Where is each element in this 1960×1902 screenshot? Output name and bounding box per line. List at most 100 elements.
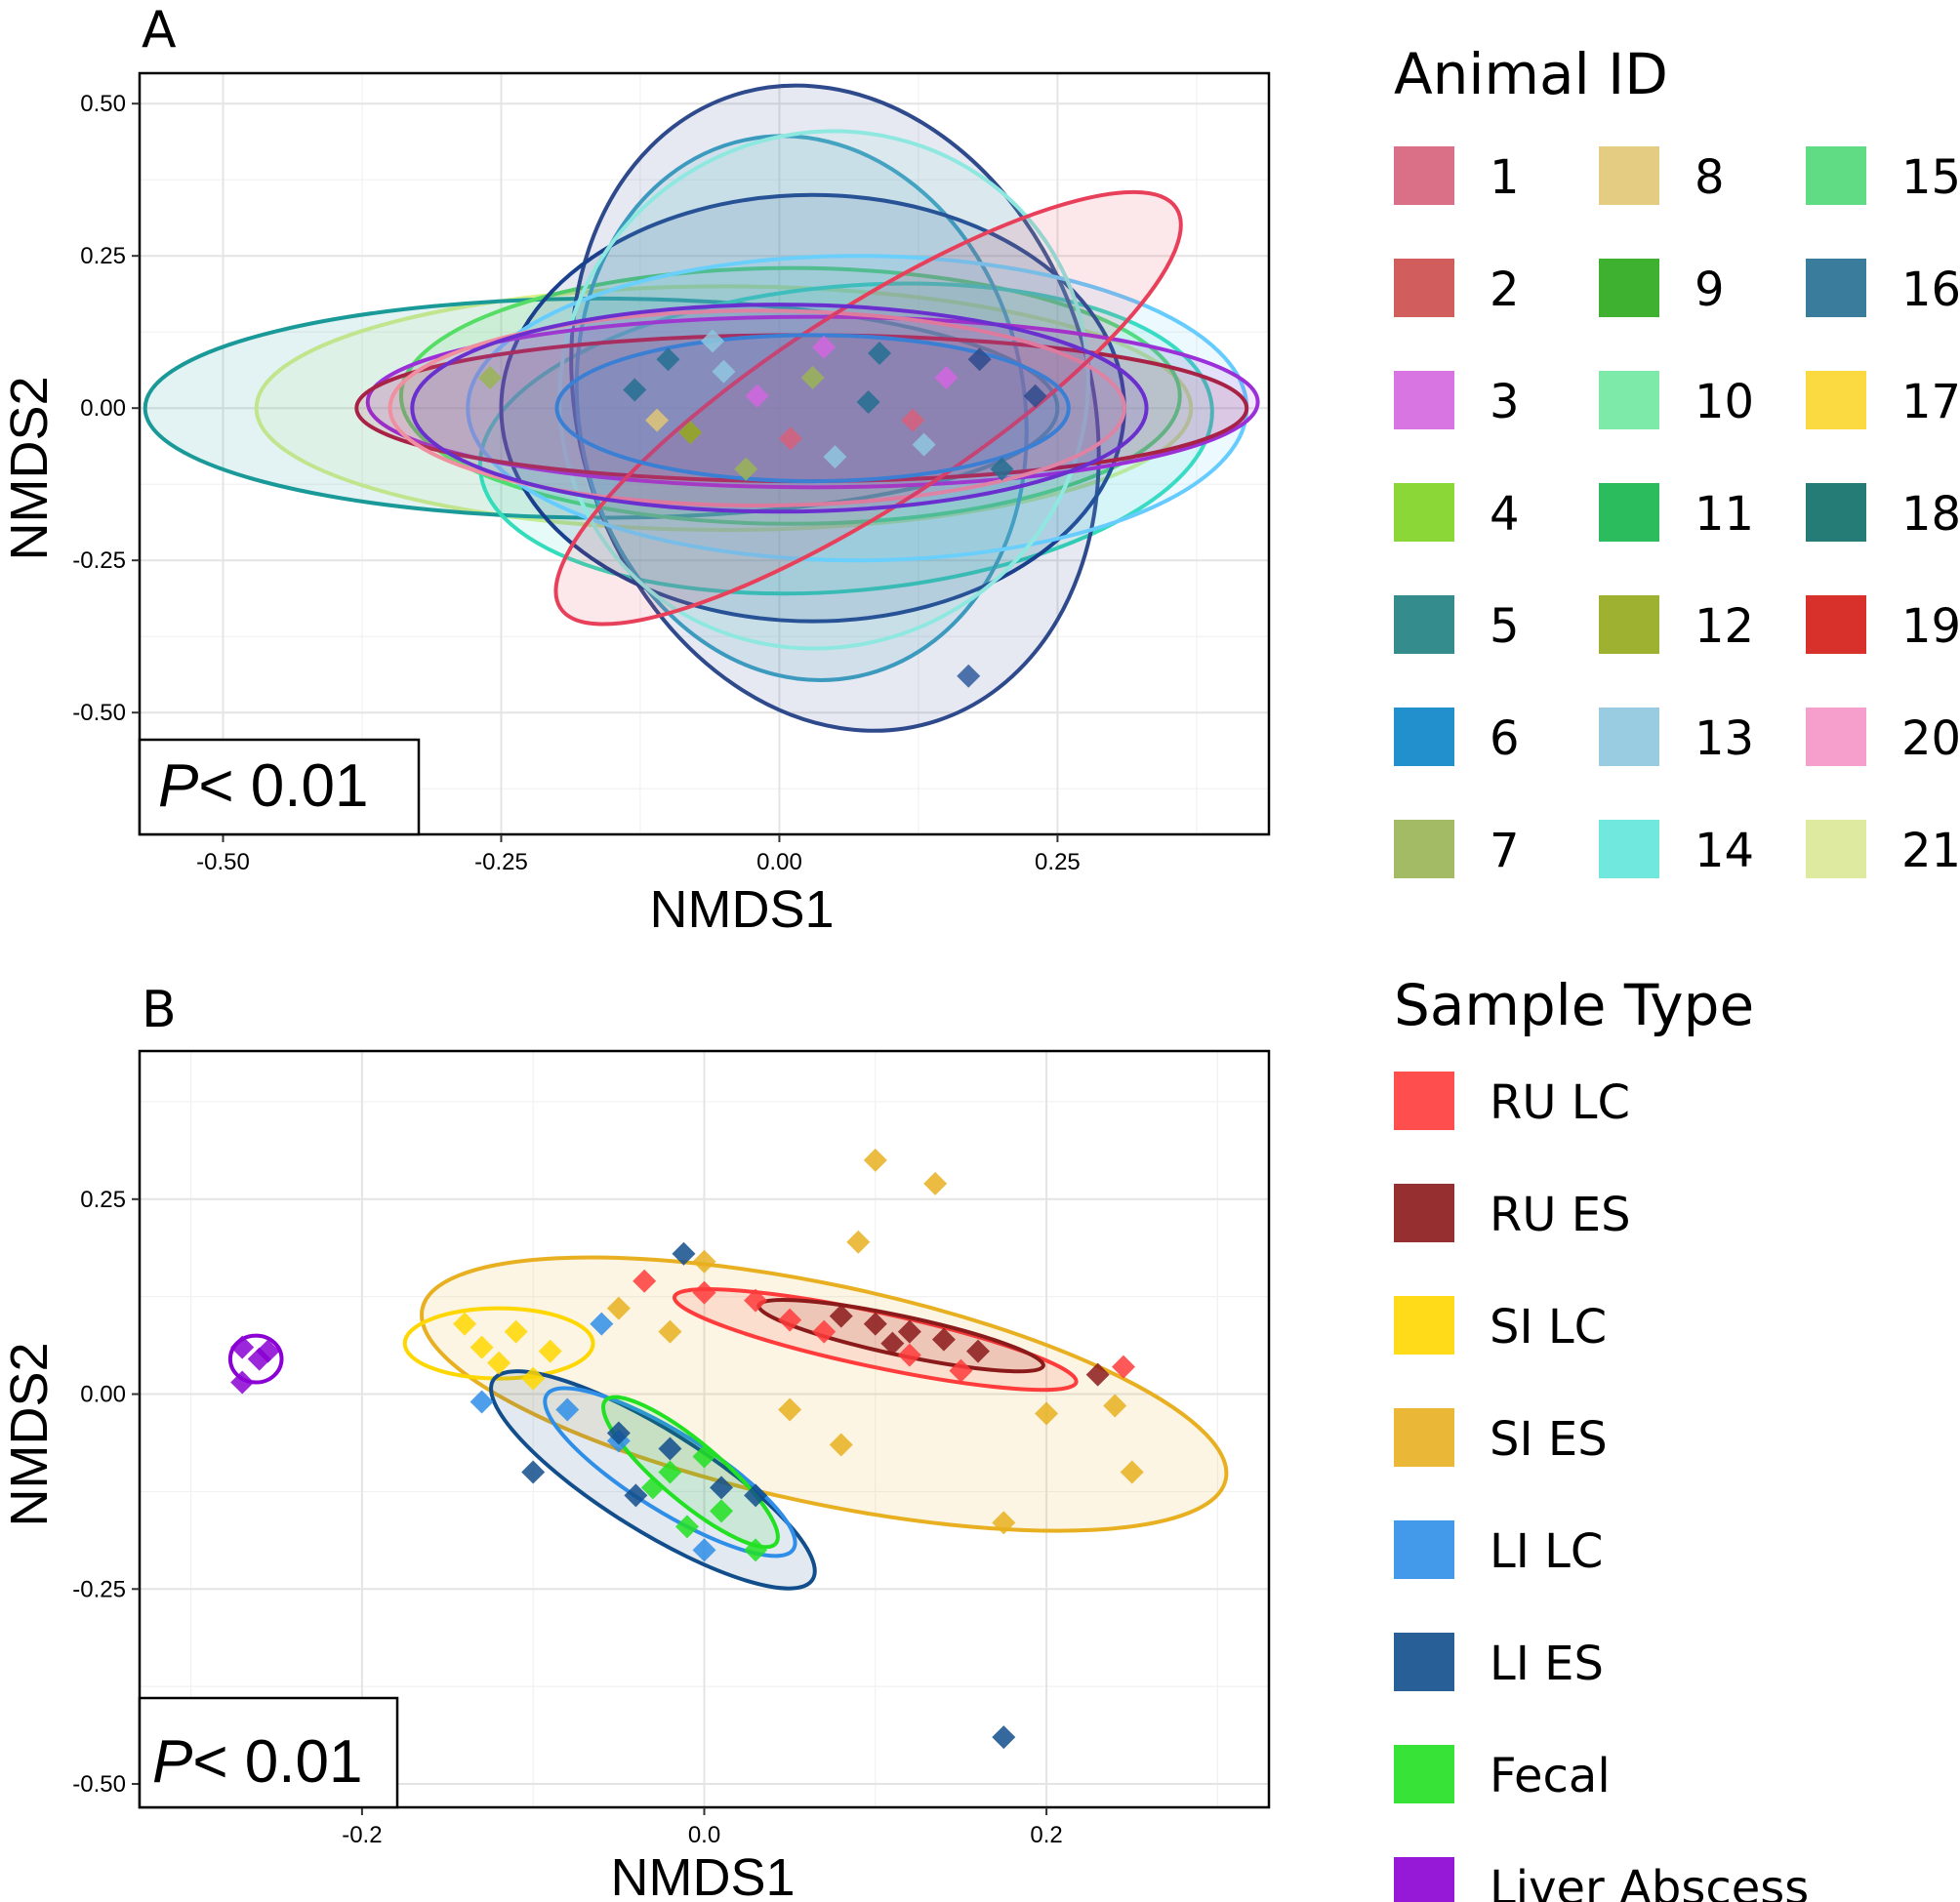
legend-swatch [1394,1072,1454,1130]
data-point [633,1269,657,1293]
data-point [880,1331,905,1356]
y-tick-label: -0.25 [72,1576,126,1602]
data-point [555,1397,580,1422]
plot-area [227,1148,1229,1750]
legend-label: 6 [1490,711,1520,766]
legend-swatch [1806,708,1866,766]
data-point [863,1148,887,1172]
legend-label: 11 [1695,487,1754,542]
legend-label: SI ES [1490,1412,1608,1467]
data-point [1035,1401,1059,1426]
legend-swatch [1599,483,1659,542]
data-point [856,389,880,414]
legend-label: 12 [1695,599,1754,654]
data-point [863,1312,887,1336]
data-point [868,342,892,366]
data-point [957,664,981,688]
legend-label: 13 [1695,711,1754,766]
x-tick-label: 0.00 [756,849,802,875]
legend-item: 7 [1394,820,1520,878]
legend-title-a: Animal ID [1394,41,1668,107]
legend-swatch [1394,259,1454,317]
legend-swatch [1806,146,1866,205]
legend-label: RU LC [1490,1075,1630,1130]
legend-label: Liver Abscess [1490,1861,1809,1902]
plot-area [143,83,1260,733]
y-tick-label: 0.50 [80,91,126,117]
y-tick-label: -0.25 [72,547,126,574]
confidence-ellipse [601,1395,780,1550]
data-point [710,1499,734,1523]
plot-a: -0.50 -0.25 0.00 0.25 0.50 0.25 0.00 -0.25 -0.50 [72,71,1271,875]
data-point [897,1319,921,1344]
legend-swatch [1599,371,1659,429]
data-point [949,1358,973,1383]
confidence-ellipse [410,303,1149,514]
data-point [912,432,936,457]
p-italic-a: P [158,752,198,820]
p-value-b: P< 0.01 [152,1728,362,1796]
data-point [734,457,758,481]
data-point [645,408,670,432]
panel-label-b: B [142,981,177,1039]
data-point [778,1308,802,1332]
legend-swatch [1394,483,1454,542]
data-point [640,1476,665,1500]
legend-item: 6 [1394,708,1520,766]
legend-b: RU LC RU ES SI LC SI ES LI LC LI ES Fecal Liver… [1394,1072,1809,1902]
data-point [1111,1355,1135,1379]
legend-swatch [1394,1184,1454,1242]
data-point [1120,1460,1144,1484]
legend-swatch [1394,1408,1454,1467]
legend-item: 2 [1394,259,1520,317]
legend-item: 9 [1599,259,1725,317]
data-point [590,1312,614,1336]
legend-swatch [1394,1633,1454,1691]
legend-label: LI ES [1490,1637,1604,1691]
data-point [934,366,959,389]
data-point [672,1241,696,1266]
confidence-ellipse [543,1386,797,1558]
legend-label: 3 [1490,375,1520,429]
data-point [967,347,992,372]
legend-item: 5 [1394,595,1520,654]
legend-swatch [1806,595,1866,654]
data-point [624,1483,648,1508]
y-tick-label: 0.00 [80,395,126,422]
data-point [778,1397,802,1422]
data-point [623,378,647,402]
y-axis-title-a: NMDS2 [0,376,59,560]
p-value-box-a: P< 0.01 [138,738,421,836]
data-point [744,1483,768,1508]
data-point [692,1280,716,1305]
data-point [487,1351,511,1375]
legend-item: LI ES [1394,1633,1604,1691]
legend-label: 14 [1695,824,1754,878]
legend-label: 18 [1901,487,1960,542]
panel-label-a: A [142,1,177,60]
legend-label: 21 [1901,824,1960,878]
legend-swatch [1599,595,1659,654]
y-axis-title-b: NMDS2 [0,1342,59,1526]
data-point [1103,1394,1127,1418]
p-italic-b: P [152,1728,192,1796]
confidence-ellipse [554,333,1071,484]
data-point [606,1296,631,1320]
y-tick-label: 0.25 [80,243,126,269]
legend-item: 16 [1806,259,1960,317]
data-point [1085,1362,1110,1387]
legend-swatch [1806,820,1866,878]
x-tick-label: -0.25 [474,849,528,875]
legend-title-b: Sample Type [1394,972,1754,1038]
legend-swatch [1599,708,1659,766]
data-point [846,1230,871,1254]
p-rest-b: < 0.01 [192,1728,362,1796]
legend-label: SI LC [1490,1300,1607,1355]
legend-swatch [1394,1857,1454,1902]
data-point [478,366,503,389]
data-point [712,359,736,384]
data-point [521,1460,546,1484]
legend-label: LI LC [1490,1524,1603,1579]
